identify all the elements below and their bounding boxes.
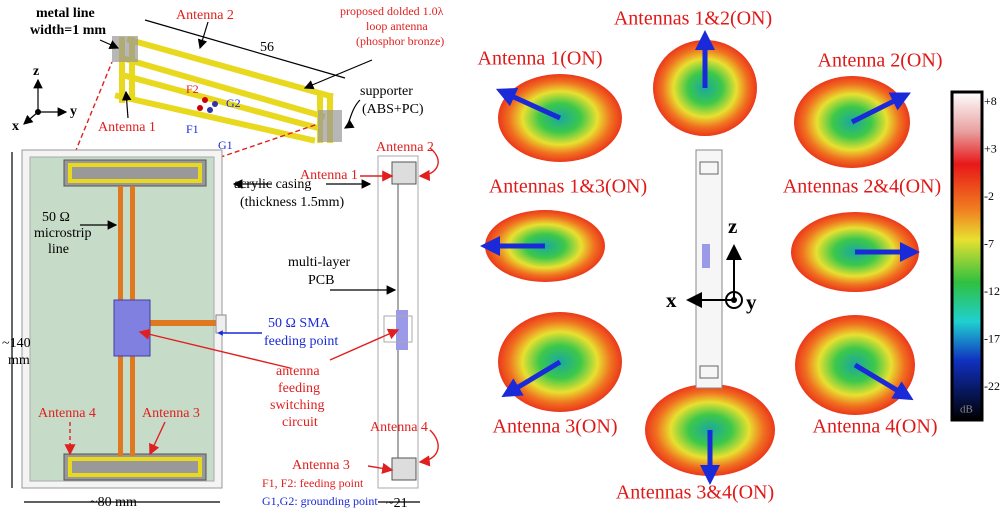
label: antenna bbox=[276, 364, 320, 379]
label: Antenna 2 bbox=[376, 140, 434, 155]
port bbox=[212, 101, 218, 107]
label: switching bbox=[270, 398, 324, 413]
label: ~21 bbox=[386, 496, 408, 511]
label: multi-layer bbox=[288, 255, 351, 270]
pattern-label: Antennas 1&2(ON) bbox=[614, 8, 772, 30]
axis-label: x bbox=[12, 119, 19, 134]
label: metal line bbox=[36, 6, 95, 21]
colorbar-unit: dB bbox=[960, 404, 973, 416]
label: microstrip bbox=[34, 226, 92, 241]
label: Antenna 3 bbox=[292, 458, 350, 473]
leader bbox=[345, 100, 360, 128]
axis-label: y bbox=[746, 290, 757, 314]
label: 50 Ω SMA bbox=[268, 316, 331, 331]
label: mm bbox=[8, 353, 30, 368]
colorbar-tick: -2 bbox=[984, 189, 994, 203]
label: Antenna 1 bbox=[98, 120, 156, 135]
axis-label: z bbox=[728, 214, 737, 238]
label: F1 bbox=[186, 122, 199, 136]
supporter-right bbox=[318, 110, 342, 142]
colorbar-tick: -22 bbox=[984, 379, 1000, 393]
axes bbox=[24, 80, 66, 124]
label: Antenna 1 bbox=[300, 168, 358, 183]
port bbox=[207, 107, 213, 113]
figure: metal line width=1 mm Antenna 2 56 propo… bbox=[0, 0, 1008, 512]
label: (ABS+PC) bbox=[362, 102, 424, 117]
colorbar-tick: -7 bbox=[984, 236, 994, 250]
pattern-label: Antennas 3&4(ON) bbox=[616, 482, 774, 504]
label: feeding bbox=[278, 381, 320, 396]
label: PCB bbox=[308, 273, 334, 288]
pattern-label: Antenna 2(ON) bbox=[818, 50, 943, 72]
pattern-label: Antennas 2&4(ON) bbox=[783, 176, 941, 198]
label: (phosphor bronze) bbox=[356, 34, 444, 48]
pattern-label: Antenna 1(ON) bbox=[478, 48, 603, 70]
board bbox=[22, 62, 318, 488]
page: metal line width=1 mm Antenna 2 56 propo… bbox=[0, 0, 1008, 512]
colorbar-tick: +8 bbox=[984, 94, 997, 108]
pattern-label: Antennas 1&3(ON) bbox=[489, 176, 647, 198]
label: 50 Ω bbox=[42, 210, 70, 225]
label: (thickness 1.5mm) bbox=[240, 195, 345, 210]
label: Antenna 2 bbox=[176, 8, 234, 23]
label: Antenna 3 bbox=[142, 406, 200, 421]
label: Antenna 4 bbox=[370, 420, 428, 435]
side-view bbox=[378, 156, 418, 488]
label: loop antenna bbox=[366, 19, 428, 33]
label: G2 bbox=[226, 96, 241, 110]
colorbar-tick: -17 bbox=[984, 331, 1000, 345]
axis-label: y bbox=[70, 104, 77, 119]
label: ~140 bbox=[2, 336, 31, 351]
axis-label: z bbox=[33, 64, 39, 79]
colorbar-ticks: +8 +3 -2 -7 -12 -17 -22 bbox=[984, 94, 1000, 393]
port bbox=[202, 97, 208, 103]
label: width=1 mm bbox=[30, 23, 106, 38]
label: supporter bbox=[360, 84, 413, 99]
colorbar bbox=[952, 92, 982, 420]
label: F1, F2: feeding point bbox=[262, 476, 364, 490]
label: F2 bbox=[186, 82, 199, 96]
label: ~80 mm bbox=[90, 495, 137, 510]
colorbar-tick: +3 bbox=[984, 141, 997, 155]
axis-label: x bbox=[666, 288, 677, 312]
leader bbox=[200, 22, 208, 48]
colorbar-tick: -12 bbox=[984, 284, 1000, 298]
label: 56 bbox=[260, 40, 274, 55]
label: Antenna 4 bbox=[38, 406, 96, 421]
supporter-left bbox=[112, 36, 138, 62]
center-device bbox=[688, 150, 742, 388]
label: proposed dolded 1.0λ bbox=[340, 4, 444, 18]
label: feeding point bbox=[264, 334, 338, 349]
pattern-label: Antenna 4(ON) bbox=[813, 416, 938, 438]
pattern-label: Antenna 3(ON) bbox=[493, 416, 618, 438]
label: G1,G2: grounding point bbox=[262, 494, 378, 508]
label: circuit bbox=[282, 415, 318, 430]
label: line bbox=[48, 242, 69, 257]
port bbox=[197, 105, 203, 111]
